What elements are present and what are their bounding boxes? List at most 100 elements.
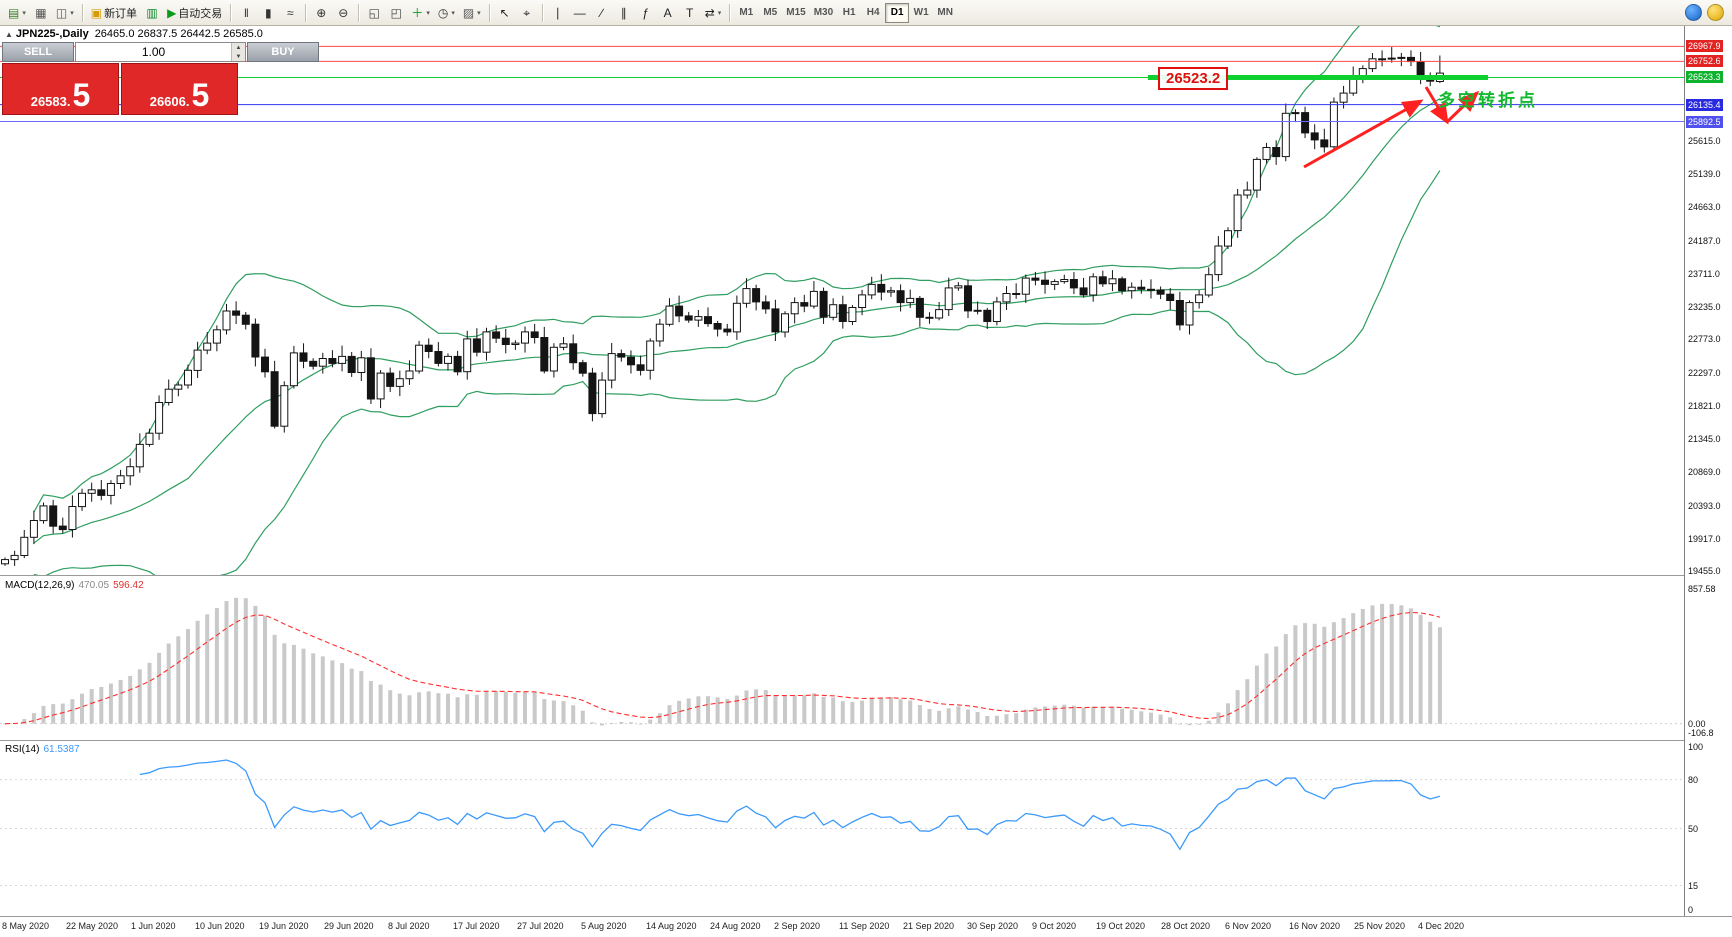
buy-price-box[interactable]: 26606. 5 (121, 63, 238, 115)
timeframe-m5[interactable]: M5 (758, 3, 782, 23)
date-label: 29 Jun 2020 (324, 921, 374, 931)
profiles-dropdown-arrow[interactable]: ▾ (70, 9, 74, 17)
tile-windows-icon: ◱ (368, 5, 380, 20)
sell-price: 26583. (30, 93, 71, 109)
trendline-button[interactable]: ∕ (591, 2, 613, 24)
rsi-scale-label: 50 (1688, 824, 1699, 834)
date-label: 30 Sep 2020 (967, 921, 1019, 931)
indicators-button[interactable]: ＋ ▾ (407, 2, 434, 24)
support-price-label[interactable]: 26523.2 (1158, 67, 1229, 90)
date-label: 19 Jun 2020 (259, 921, 309, 931)
timeframe-mn[interactable]: MN (933, 3, 957, 23)
market-watch-button[interactable]: ▥ (141, 2, 163, 24)
volume-up-button[interactable]: ▲ (232, 43, 245, 52)
zoom-out-button[interactable]: ⊖ (332, 2, 354, 24)
price-scale-label: 19455.0 (1688, 566, 1721, 576)
volume-input[interactable] (76, 43, 231, 61)
zoom-in-button[interactable]: ⊕ (310, 2, 332, 24)
timeframe-h1[interactable]: H1 (837, 3, 861, 23)
templates-dropdown-arrow[interactable]: ▾ (477, 9, 481, 17)
equidistant-channel-button[interactable]: ∥ (613, 2, 635, 24)
panel-separator[interactable] (0, 740, 1732, 741)
candlestick-chart-type-button[interactable]: ▮ (257, 2, 279, 24)
arrows-tool-button[interactable]: ⇄ ▾ (701, 2, 726, 24)
cursor-button[interactable]: ↖ (494, 2, 516, 24)
auto-trading-button[interactable]: ▶ 自动交易 (163, 2, 226, 24)
turning-point-note[interactable]: 多空转折点 (1438, 91, 1538, 110)
bar-chart-type-icon: ‖ (243, 5, 249, 20)
market-watch-icon: ▥ (146, 5, 158, 20)
price-marker-label: 26967.9 (1686, 40, 1723, 52)
price-scale-label: 20869.0 (1688, 467, 1721, 477)
buy-button[interactable]: BUY (247, 42, 319, 62)
cascade-windows-button[interactable]: ◰ (385, 2, 407, 24)
timeframe-m15[interactable]: M15 (782, 3, 809, 23)
price-axis[interactable]: 25615.0 25139.0 24663.0 24187.0 23711.0 23235… (1684, 26, 1732, 916)
profiles-button[interactable]: ◫ ▾ (52, 2, 78, 24)
arrows-tool-icon: ⇄ (704, 5, 715, 20)
periods-dropdown-arrow[interactable]: ▾ (451, 9, 455, 17)
price-scale-label: 20393.0 (1688, 501, 1721, 511)
chart-windows-button[interactable]: ▦ (30, 2, 52, 24)
timeframe-h4[interactable]: H4 (861, 3, 885, 23)
toolbar-separator (488, 3, 490, 22)
vertical-line-button[interactable]: ∣ (547, 2, 569, 24)
date-label: 14 Aug 2020 (646, 921, 697, 931)
indicators-icon: ＋ (411, 5, 424, 20)
subwindow-arrow-icon[interactable]: ▲ (5, 30, 13, 39)
price-scale-label: 21821.0 (1688, 401, 1721, 411)
new-chart-button[interactable]: ▤ ▾ (4, 2, 30, 24)
price-marker-label: 26752.6 (1686, 55, 1723, 67)
date-label: 4 Dec 2020 (1418, 921, 1465, 931)
macd-label: MACD(12,26,9) 470.05 596.42 (5, 580, 144, 591)
sell-button[interactable]: SELL (2, 42, 74, 62)
periods-button[interactable]: ◷ ▾ (434, 2, 459, 24)
price-scale-label: 24187.0 (1688, 236, 1721, 246)
toolbar-separator (541, 3, 543, 22)
panel-separator[interactable] (0, 575, 1732, 576)
sell-price-box[interactable]: 26583. 5 (2, 63, 119, 115)
price-scale-label: 22773.0 (1688, 334, 1721, 344)
buy-price-big-digit: 5 (191, 77, 210, 114)
timeframe-m30[interactable]: M30 (810, 3, 837, 23)
fibonacci-button[interactable]: ƒ (635, 2, 657, 24)
price-scale-label: 25615.0 (1688, 136, 1721, 146)
timeframe-d1[interactable]: D1 (885, 2, 910, 23)
price-scale-label: 23235.0 (1688, 302, 1721, 312)
text-button[interactable]: A (657, 2, 679, 24)
price-scale-label: 24663.0 (1688, 202, 1721, 212)
horizontal-line-button[interactable]: ― (569, 2, 591, 24)
date-label: 16 Nov 2020 (1289, 921, 1341, 931)
text-label-button[interactable]: T (679, 2, 701, 24)
timeframe-w1[interactable]: W1 (909, 3, 933, 23)
price-chart[interactable] (0, 26, 1684, 916)
arrows-tool-dropdown-arrow[interactable]: ▾ (717, 9, 722, 17)
toolbar-separator (305, 3, 307, 22)
volume-down-button[interactable]: ▼ (232, 52, 245, 61)
tile-windows-button[interactable]: ◱ (363, 2, 385, 24)
periods-icon: ◷ (437, 5, 449, 20)
community-icon[interactable] (1685, 4, 1702, 21)
profiles-icon: ◫ (55, 5, 68, 20)
macd-scale-label: 857.58 (1688, 584, 1716, 594)
date-label: 11 Sep 2020 (839, 921, 890, 931)
price-marker-label: 26523.3 (1686, 71, 1723, 83)
price-scale-label: 25139.0 (1688, 169, 1721, 179)
bar-chart-type-button[interactable]: ‖ (235, 2, 257, 24)
search-icon[interactable] (1707, 4, 1724, 21)
templates-button[interactable]: ▨ ▾ (459, 2, 485, 24)
time-axis[interactable]: 8 May 2020 22 May 2020 1 Jun 2020 10 Jun 20… (0, 916, 1732, 937)
timeframe-m1[interactable]: M1 (734, 3, 758, 23)
new-order-button[interactable]: ▣ 新订单 (87, 2, 141, 24)
rsi-name: RSI(14) (5, 744, 40, 755)
date-label: 6 Nov 2020 (1225, 921, 1272, 931)
crosshair-button[interactable]: ⌖ (516, 2, 538, 24)
new-chart-dropdown-arrow[interactable]: ▾ (22, 9, 26, 17)
indicators-dropdown-arrow[interactable]: ▾ (426, 9, 430, 17)
zoom-out-icon: ⊖ (338, 5, 349, 20)
date-label: 8 Jul 2020 (388, 921, 430, 931)
macd-scale-label: 0.00 (1688, 719, 1706, 729)
crosshair-icon: ⌖ (523, 5, 531, 20)
line-chart-type-button[interactable]: ≈ (279, 2, 301, 24)
new-order-label: 新订单 (104, 7, 138, 20)
